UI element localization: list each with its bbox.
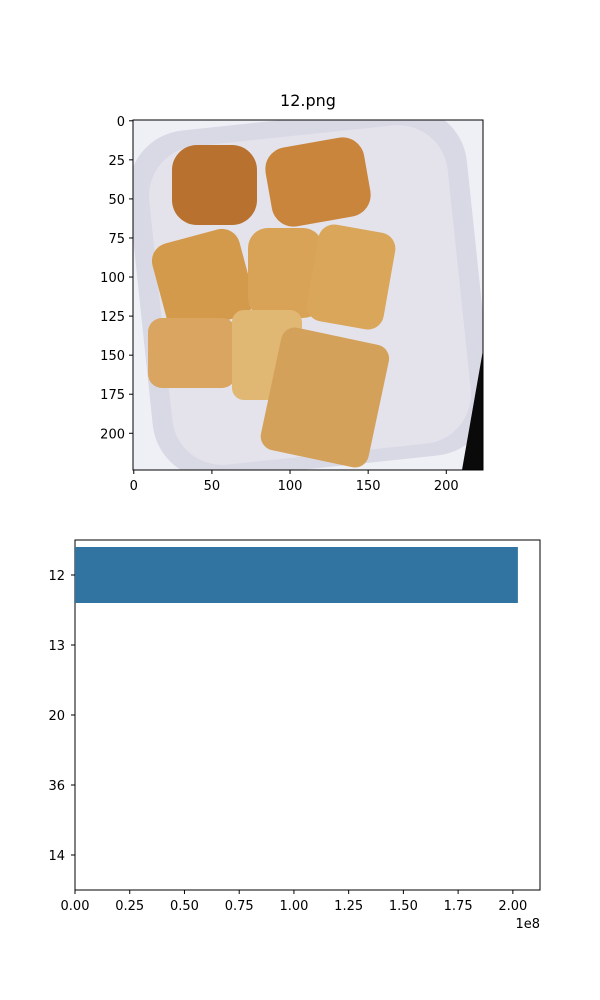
y-tick-label: 50: [108, 193, 125, 208]
axes-frame: [132, 119, 484, 471]
x-tick-label: 150: [356, 479, 381, 494]
y-tick-label: 150: [100, 349, 125, 364]
y-tick-label: 125: [100, 310, 125, 325]
x-tick-label: 1.50: [389, 899, 418, 914]
y-tick-label: 75: [108, 232, 125, 247]
y-tick-label: 13: [48, 639, 65, 654]
x-tick-label: 50: [204, 479, 221, 494]
x-tick-label: 1.00: [279, 899, 308, 914]
y-tick-label: 175: [100, 388, 125, 403]
x-tick-label: 1.25: [334, 899, 363, 914]
chart-title: 12.png: [280, 91, 336, 110]
x-tick-label: 100: [278, 479, 303, 494]
x-tick-label: 0.00: [61, 899, 90, 914]
x-tick-label: 0.25: [115, 899, 144, 914]
photo: [133, 120, 483, 470]
x-tick-label: 1.75: [444, 899, 473, 914]
x-tick-label: 200: [434, 479, 459, 494]
y-tick-label: 0: [117, 115, 125, 130]
offset-text: 1e8: [515, 917, 540, 932]
y-tick-label: 200: [100, 427, 125, 442]
x-tick-label: 0.75: [225, 899, 254, 914]
y-tick-label: 100: [100, 271, 125, 286]
y-tick-label: 25: [108, 154, 125, 169]
x-tick-label: 0.50: [170, 899, 199, 914]
y-tick-label: 36: [48, 779, 65, 794]
bar: [75, 547, 518, 603]
x-tick-label: 0: [130, 479, 138, 494]
x-tick-label: 2.00: [498, 899, 527, 914]
y-tick-label: 12: [48, 569, 65, 584]
y-tick-label: 14: [48, 849, 65, 864]
y-tick-label: 20: [48, 709, 65, 724]
